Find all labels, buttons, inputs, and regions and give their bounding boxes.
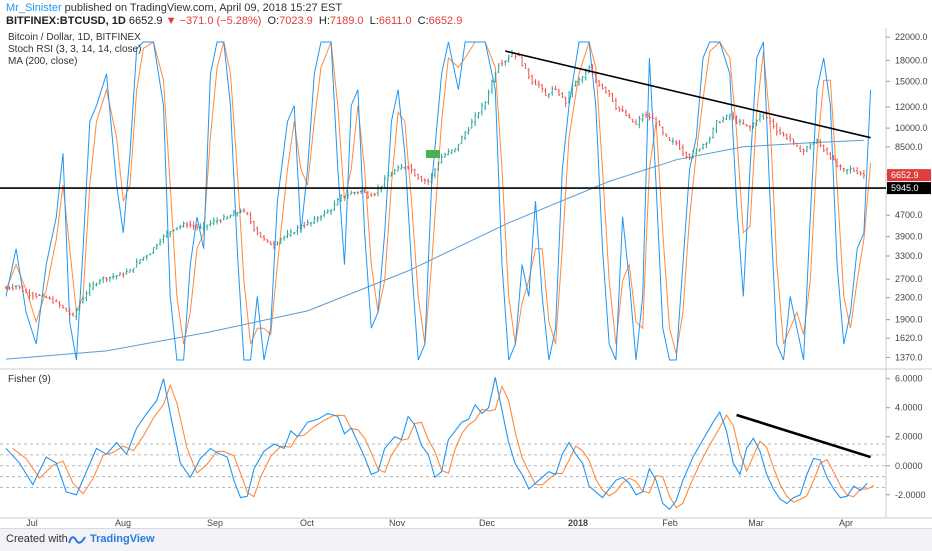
down-arrow-icon: ▼ (165, 15, 177, 27)
symbol-label: BITFINEX:BTCUSD, 1D (6, 15, 126, 27)
low-value: 6611.0 (378, 15, 412, 27)
high-value: 7189.0 (329, 15, 364, 27)
price-pane-legend-item: Stoch RSI (3, 3, 14, 14, close) (8, 44, 141, 55)
support-price-label: 5945.0 (891, 183, 919, 193)
price-pane-legend-item: Bitcoin / Dollar, 1D, BITFINEX (8, 32, 141, 43)
price-tick-label: 2300.0 (895, 293, 923, 303)
price-pane (0, 40, 886, 361)
fisher-tick-label: 4.0000 (895, 403, 923, 413)
close-label: C: (417, 15, 429, 27)
fisher-tick-label: 2.0000 (895, 432, 923, 442)
last-price-tag (887, 169, 931, 182)
stoch-rsi-d-line (5, 40, 872, 354)
time-tick-label: Sep (207, 518, 223, 528)
price-tick-label: 10000.0 (895, 123, 928, 133)
ohlc-bar: BITFINEX:BTCUSD, 1D 6652.9 ▼ −371.0 (−5.… (6, 15, 462, 27)
time-tick-label: Feb (662, 518, 678, 528)
price-tick-label: 4700.0 (895, 210, 923, 220)
last-price: 6652.9 (128, 15, 163, 27)
flag-marker-icon (426, 150, 440, 158)
price-tick-label: 22000.0 (895, 32, 928, 42)
low-label: L: (369, 15, 379, 27)
author-link[interactable]: Mr_Sinister (6, 2, 62, 14)
footer: Created with TradingView (0, 528, 932, 551)
created-with-label: Created with (6, 533, 68, 545)
fisher-pane (0, 377, 886, 511)
price-pane-legend-item: MA (200, close) (8, 56, 77, 67)
time-tick-label: Oct (300, 518, 315, 528)
stoch-rsi-k-line (5, 41, 872, 361)
tradingview-logo-icon (68, 536, 86, 544)
time-tick-label: Nov (389, 518, 406, 528)
time-tick-label: Aug (115, 518, 131, 528)
fisher-tick-label: -2.0000 (895, 490, 926, 500)
time-tick-label: Mar (748, 518, 764, 528)
tradingview-brand-link[interactable]: TradingView (90, 533, 155, 545)
price-tick-label: 1620.0 (895, 333, 923, 343)
published-text: published on TradingView.com, April 09, … (61, 2, 343, 14)
fisher-tick-label: 0.0000 (895, 461, 923, 471)
fisher-trendline (736, 413, 871, 459)
high-label: H: (318, 15, 330, 27)
price-tick-label: 3300.0 (895, 251, 923, 261)
price-change: −371.0 (−5.28%) (179, 15, 262, 27)
time-tick-label: Apr (839, 518, 853, 528)
price-tick-label: 1900.0 (895, 315, 923, 325)
support-price-tag (887, 182, 931, 195)
price-tick-label: 3900.0 (895, 232, 923, 242)
time-tick-label: 2018 (568, 518, 588, 528)
price-tick-label: 12000.0 (895, 102, 928, 112)
fisher-trigger-line (12, 383, 875, 509)
publish-info: Mr_Sinister published on TradingView.com… (6, 2, 342, 14)
ma200-line (5, 139, 864, 360)
fisher-legend: Fisher (9) (8, 374, 51, 385)
axes: 22000.0 18000.0 15000.0 12000.0 10000.0 8500.… (26, 32, 931, 528)
price-trendline (505, 50, 871, 139)
last-price-label: 6652.9 (891, 170, 919, 180)
close-value: 6652.9 (428, 15, 463, 27)
price-tick-label: 2700.0 (895, 274, 923, 284)
time-tick-label: Jul (26, 518, 38, 528)
price-tick-label: 1370.0 (895, 352, 923, 362)
open-value: 7023.9 (279, 15, 313, 27)
fisher-tick-label: 6.0000 (895, 374, 923, 384)
price-tick-label: 8500.0 (895, 142, 923, 152)
price-tick-label: 15000.0 (895, 76, 928, 86)
time-tick-label: Dec (479, 518, 496, 528)
price-tick-label: 18000.0 (895, 55, 928, 65)
open-label: O: (267, 15, 280, 27)
fisher-line (5, 377, 868, 511)
chart-canvas[interactable]: 22000.0 18000.0 15000.0 12000.0 10000.0 8500.… (0, 28, 932, 528)
